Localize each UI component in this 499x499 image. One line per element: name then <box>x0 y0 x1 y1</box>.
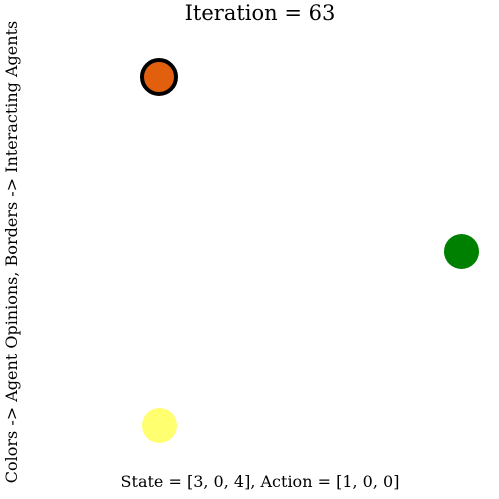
agent-node-orange <box>140 58 178 96</box>
agent-node-yellow <box>142 408 177 443</box>
y-axis-label: Colors -> Agent Opinions, Borders -> Int… <box>2 20 21 484</box>
x-axis-label: State = [3, 0, 4], Action = [1, 0, 0] <box>120 472 400 491</box>
agent-node-green <box>444 234 479 269</box>
plot-title: Iteration = 63 <box>184 1 336 25</box>
